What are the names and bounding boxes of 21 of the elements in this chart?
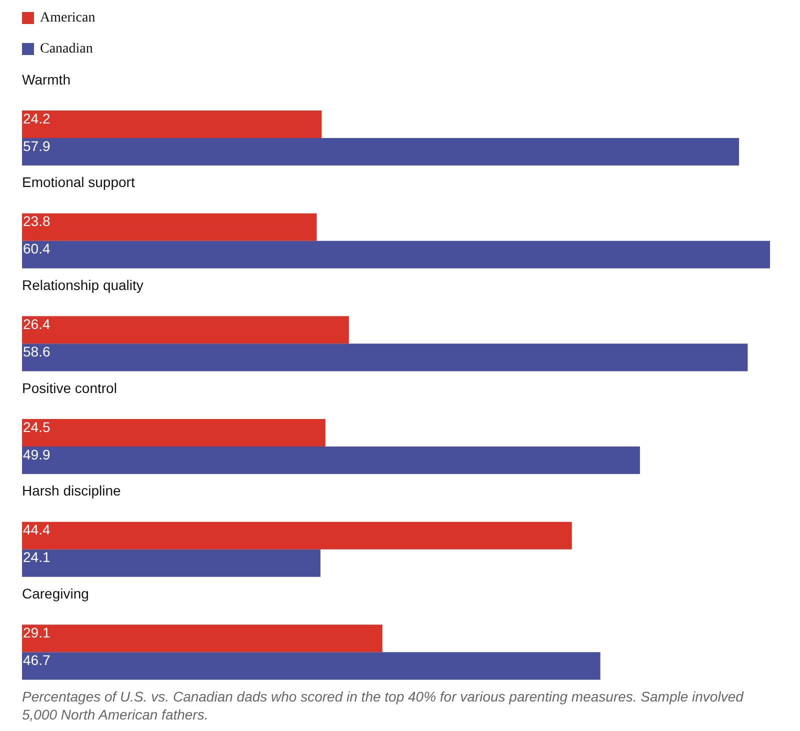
data-label: 24.5 — [23, 418, 50, 435]
y-tick-label: Relationship quality — [22, 277, 144, 294]
data-label: 46.7 — [23, 652, 50, 668]
data-label: 29.1 — [23, 624, 50, 641]
data-label: 44.4 — [23, 522, 50, 538]
legend-label: Canadian — [40, 42, 93, 57]
data-label: 49.9 — [23, 446, 50, 462]
legend-label: American — [40, 10, 96, 26]
data-label: 23.8 — [23, 213, 50, 230]
y-tick-label: Harsh discipline — [22, 482, 122, 499]
y-tick-label: Positive control — [22, 380, 117, 396]
y-tick-label: Caregiving — [22, 586, 89, 602]
text: Percentages of U.S. vs. Canadian dads who scored in the top 40% for various parenting measures. Sample involved 5,000 North American fathers. — [22, 688, 745, 722]
data-label: 24.1 — [23, 549, 50, 566]
data-label: 57.9 — [23, 138, 50, 154]
y-tick-label: Warmth — [22, 71, 70, 88]
y-tick-label: Emotional support — [22, 174, 135, 190]
data-label: 58.6 — [23, 344, 50, 360]
data-label: 26.4 — [23, 316, 50, 332]
data-label: 60.4 — [23, 240, 50, 257]
data-label: 24.2 — [23, 110, 50, 126]
